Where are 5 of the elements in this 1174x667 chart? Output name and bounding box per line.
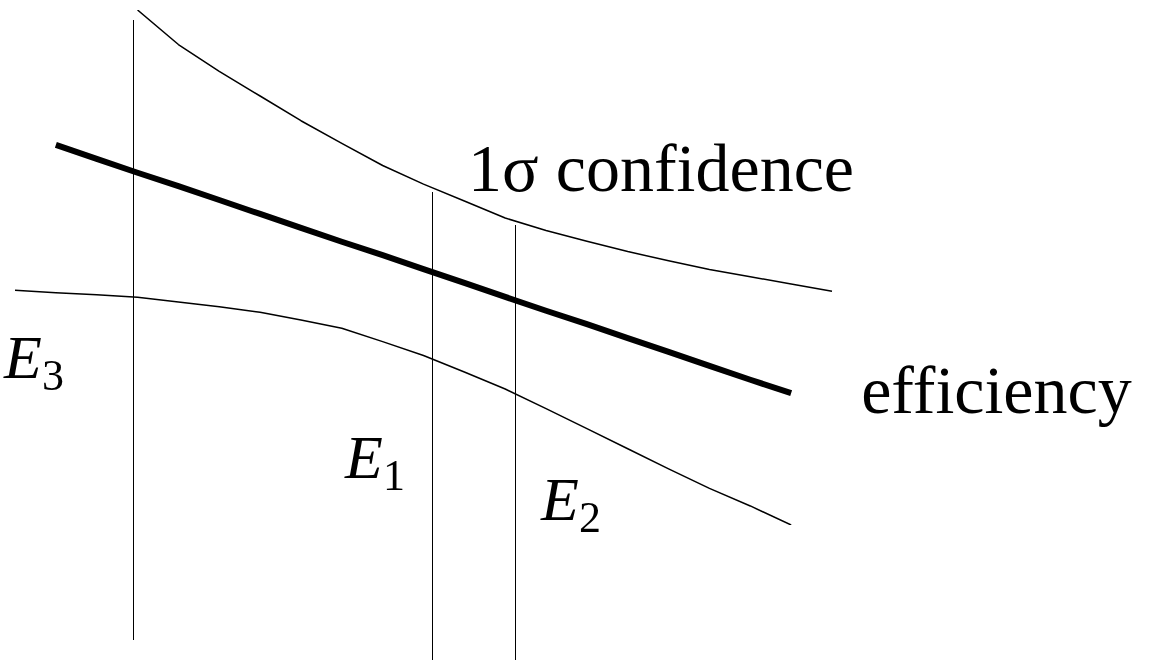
series-label: 1σ confidence bbox=[468, 130, 854, 207]
annotation: E$_{2}$ bbox=[541, 465, 601, 542]
series-label: efficiency bbox=[861, 352, 1132, 429]
annotation: E$_{3}$ bbox=[4, 323, 64, 400]
annotation: E$_{1}$ bbox=[345, 423, 405, 500]
